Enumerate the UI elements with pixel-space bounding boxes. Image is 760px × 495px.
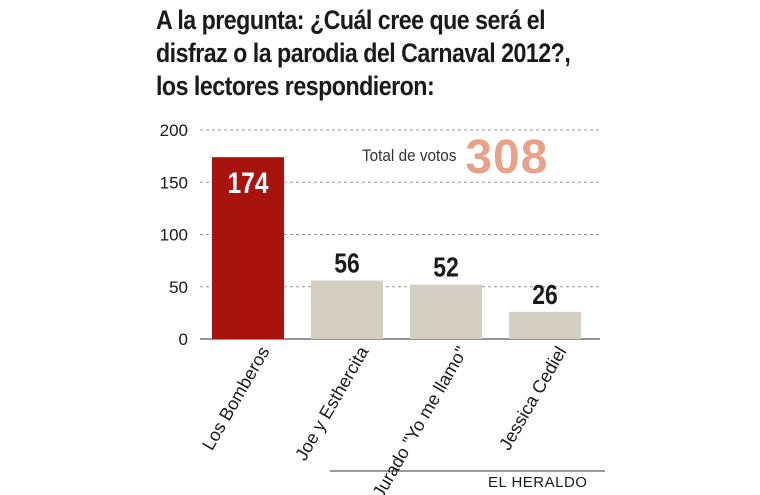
source-credit: EL HERALDO	[488, 474, 588, 491]
bar	[311, 280, 383, 339]
bar-value-label: 56	[334, 248, 360, 279]
total-votes-value: 308	[465, 131, 549, 184]
y-tick-label: 0	[179, 330, 188, 349]
bar	[509, 311, 581, 339]
total-votes-label: Total de votos	[362, 146, 457, 165]
bar-value-label: 174	[227, 166, 269, 200]
y-tick-label: 200	[160, 121, 188, 140]
bar	[410, 284, 482, 339]
chart-title: A la pregunta: ¿Cuál cree que será el di…	[156, 4, 571, 103]
bar-value-label: 52	[433, 253, 459, 284]
y-tick-label: 50	[169, 278, 188, 297]
bar-value-label: 26	[532, 280, 558, 311]
title-line-2: disfraz o la parodia del Carnaval 2012?,	[156, 38, 571, 68]
total-votes: Total de votos 308	[362, 130, 548, 185]
title-line-1: A la pregunta: ¿Cuál cree que será el	[156, 5, 546, 35]
y-tick-label: 150	[160, 173, 188, 192]
x-tick-label: Jessica Cediel	[495, 343, 570, 454]
title-line-3: los lectores respondieron:	[156, 71, 435, 101]
x-tick-label: Los Bomberos	[198, 343, 273, 454]
x-tick-label: Jurado "Yo me llamo"	[369, 343, 472, 495]
bar	[212, 157, 284, 339]
x-tick-label: Joe y Esthercita	[291, 342, 373, 464]
y-tick-label: 100	[160, 226, 188, 245]
